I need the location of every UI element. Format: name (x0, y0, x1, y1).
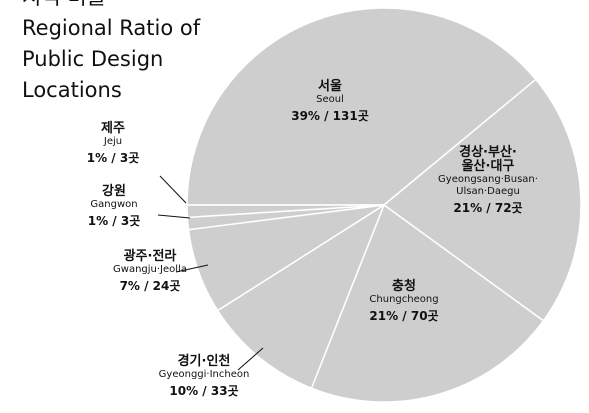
leader-line (159, 175, 187, 204)
chart-title: Regional Ratio of Public Design Location… (22, 16, 201, 102)
value-label: 10% / 33곳 (169, 384, 239, 398)
region-english-name: Gyeonggi·Incheon (158, 369, 250, 380)
region-english-name: Gwangju·Jeolla (113, 264, 187, 275)
slice-label: 광주·전라 Gwangju·Jeolla 7% / 24곳 (113, 250, 187, 294)
pie-slice (310, 203, 545, 403)
region-name: 충청 (392, 279, 416, 294)
value-label: 1% / 3곳 (87, 214, 141, 228)
value-label: 21% / 70곳 (369, 309, 439, 323)
region-name: 경상·부산· 울산·대구 (459, 145, 517, 174)
slice-label: 강원 Gangwon 1% / 3곳 (88, 185, 141, 229)
region-name: 제주 (101, 121, 125, 136)
slice-label: 경상·부산· 울산·대구 Gyeongsang·Busan· Ulsan·Daeg… (438, 146, 538, 216)
slice-label: 경기·인천 Gyeonggi·Incheon 10% / 33곳 (159, 355, 250, 399)
value-label: 1% / 3곳 (86, 151, 140, 165)
leader-line (175, 264, 209, 273)
region-name: 경기·인천 (177, 354, 231, 369)
region-english-name: Gangwon (90, 199, 138, 210)
leader-line (237, 347, 264, 371)
region-english-name: Jeju (103, 136, 123, 147)
region-name: 광주·전라 (123, 249, 177, 264)
value-label: 39% / 131곳 (291, 109, 369, 123)
slice-label: 제주 Jeju 1% / 3곳 (87, 122, 140, 166)
pie-slice (216, 203, 386, 390)
region-english-name: Gyeongsang·Busan· Ulsan·Daegu (438, 174, 538, 197)
slice-label: 충청 Chungcheong 21% / 70곳 (369, 280, 438, 324)
pie-slice (382, 78, 582, 322)
pie-slice (186, 7, 537, 206)
region-english-name: Seoul (316, 94, 344, 105)
leader-line (157, 214, 191, 219)
value-label: 21% / 72곳 (453, 201, 523, 215)
value-label: 7% / 24곳 (119, 279, 181, 293)
region-name: 서울 (318, 79, 342, 94)
slice-label: 서울 Seoul 39% / 131곳 (291, 80, 369, 124)
region-english-name: Chungcheong (369, 294, 439, 305)
chart-supertitle: 지역 비율 (22, 0, 106, 13)
region-name: 강원 (102, 184, 126, 199)
